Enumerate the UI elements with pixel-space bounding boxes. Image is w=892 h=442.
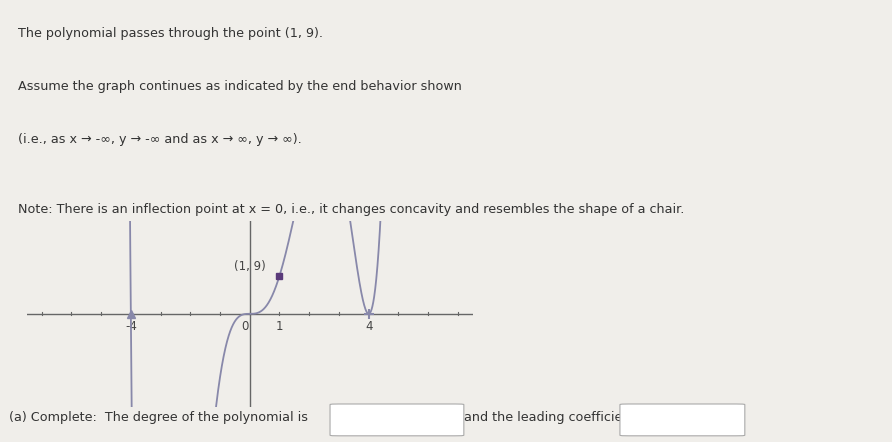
FancyBboxPatch shape (330, 404, 464, 436)
Text: Assume the graph continues as indicated by the end behavior shown: Assume the graph continues as indicated … (18, 80, 462, 92)
Text: Note: There is an inflection point at x = 0, i.e., it changes concavity and rese: Note: There is an inflection point at x … (18, 203, 684, 216)
Text: Click for List: Click for List (636, 413, 706, 423)
Text: The polynomial passes through the point (1, 9).: The polynomial passes through the point … (18, 27, 323, 39)
FancyBboxPatch shape (620, 404, 745, 436)
Text: 0: 0 (242, 320, 249, 333)
Text: (i.e., as x → -∞, y → -∞ and as x → ∞, y → ∞).: (i.e., as x → -∞, y → -∞ and as x → ∞, y… (18, 133, 301, 145)
Text: and the leading coefficient is: and the leading coefficient is (464, 411, 649, 424)
Text: (a) Complete:  The degree of the polynomial is: (a) Complete: The degree of the polynomi… (9, 411, 308, 424)
Text: 4: 4 (365, 320, 373, 333)
Text: 1: 1 (276, 320, 284, 333)
Text: Click for List: Click for List (346, 413, 417, 423)
Text: ▼: ▼ (723, 415, 729, 424)
Text: -4: -4 (125, 320, 136, 333)
Text: (1, 9): (1, 9) (235, 260, 266, 273)
Text: ▼: ▼ (442, 415, 448, 424)
